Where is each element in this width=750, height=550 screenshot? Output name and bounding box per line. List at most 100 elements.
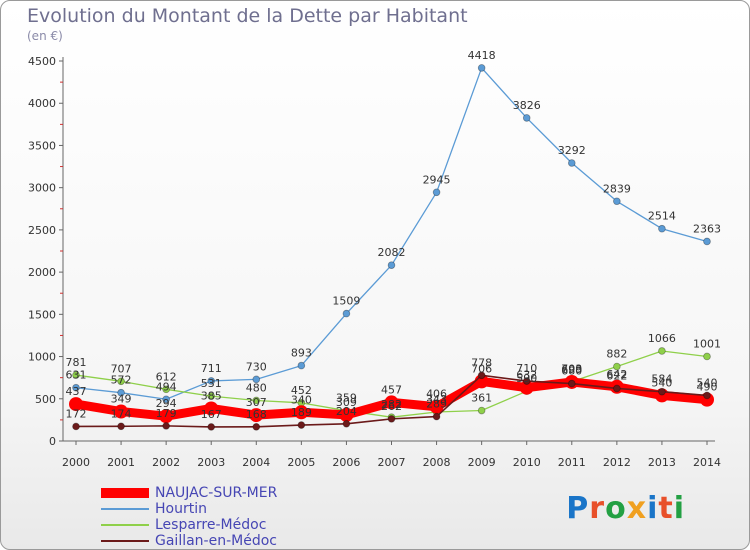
data-point [72, 422, 80, 431]
x-tick-label: 2008 [423, 456, 451, 469]
data-label: 3826 [513, 99, 541, 112]
data-label: 340 [291, 393, 312, 406]
y-tick-label: 0 [49, 435, 56, 448]
data-label: 307 [246, 396, 267, 409]
data-label: 167 [201, 408, 222, 421]
data-point [162, 385, 170, 394]
data-label: 204 [336, 405, 357, 418]
data-label: 1001 [693, 337, 721, 350]
data-label: 572 [111, 374, 132, 387]
data-point [297, 421, 306, 429]
data-label: 437 [66, 385, 87, 398]
data-label: 361 [471, 392, 492, 405]
x-tick-label: 2005 [287, 456, 315, 469]
data-point [162, 395, 170, 404]
x-tick-label: 2006 [332, 456, 360, 469]
data-label: 540 [651, 376, 672, 389]
data-label: 584 [651, 373, 672, 386]
chart-legend: NAUJAC-SUR-MER Hourtin Lesparre-Médoc Gaill… [101, 485, 277, 549]
data-point [72, 371, 80, 379]
data-label: 457 [381, 383, 402, 396]
data-label: 294 [156, 397, 177, 410]
y-tick-label: 3500 [28, 139, 56, 152]
data-point [658, 224, 666, 233]
data-point [703, 352, 711, 361]
data-label: 289 [426, 398, 447, 411]
data-label: 480 [246, 381, 267, 394]
data-point [658, 347, 666, 355]
data-point [117, 388, 125, 397]
data-point [252, 396, 261, 405]
data-label: 309 [336, 396, 357, 409]
data-label: 494 [156, 380, 177, 393]
data-label: 710 [516, 362, 537, 375]
legend-swatch [101, 524, 149, 526]
data-label: 2363 [693, 222, 721, 235]
legend-swatch [101, 540, 149, 542]
data-point [613, 197, 621, 206]
data-label: 2514 [648, 210, 676, 223]
data-label: 4418 [468, 49, 496, 62]
x-tick-label: 2011 [558, 456, 586, 469]
x-tick-label: 2014 [693, 456, 721, 469]
data-point [159, 409, 174, 424]
data-label: 781 [66, 356, 87, 369]
data-label: 2945 [423, 173, 451, 186]
legend-item: Lesparre-Médoc [101, 517, 277, 533]
data-label: 168 [246, 408, 267, 421]
data-point [114, 404, 129, 419]
data-label: 490 [697, 381, 718, 394]
data-label: 262 [381, 400, 402, 413]
data-label: 3292 [558, 144, 586, 157]
data-label: 590 [516, 372, 537, 385]
logo-letter: t [658, 491, 674, 526]
legend-swatch [101, 508, 149, 510]
x-tick-label: 2002 [152, 456, 180, 469]
chart-title: Evolution du Montant de la Dette par Hab… [27, 5, 468, 27]
data-point [703, 237, 711, 246]
data-point [613, 384, 621, 393]
data-point [69, 397, 83, 412]
data-point [342, 419, 351, 428]
logo-letter: i [647, 491, 659, 526]
data-point [384, 395, 399, 410]
data-point [567, 159, 576, 167]
data-point [252, 423, 261, 431]
data-label: 1509 [332, 295, 360, 308]
data-label: 349 [111, 393, 132, 406]
data-label: 385 [201, 389, 222, 402]
data-label: 642 [606, 368, 627, 381]
data-point [207, 377, 216, 385]
data-point [162, 422, 170, 430]
data-label: 174 [111, 407, 132, 420]
y-tick-label: 1000 [28, 351, 56, 364]
x-tick-label: 2009 [468, 456, 496, 469]
data-label: 2839 [603, 182, 631, 195]
data-label: 631 [66, 369, 87, 382]
logo-letter: P [566, 491, 590, 526]
data-point [342, 309, 351, 318]
data-point [204, 401, 219, 416]
legend-item: Gaillan-en-Médoc [101, 533, 277, 549]
data-label: 893 [291, 347, 312, 360]
legend-item: Hourtin [101, 501, 277, 517]
data-point [387, 415, 396, 423]
x-tick-label: 2013 [648, 456, 676, 469]
data-point [429, 399, 444, 414]
data-label: 622 [606, 369, 627, 382]
data-label: 179 [156, 407, 177, 420]
x-tick-label: 2012 [603, 456, 631, 469]
data-point [117, 422, 125, 431]
data-label: 612 [156, 370, 177, 383]
x-tick-label: 2007 [378, 456, 406, 469]
legend-item: NAUJAC-SUR-MER [101, 485, 277, 501]
data-point [117, 377, 125, 386]
legend-label: Gaillan-en-Médoc [155, 533, 277, 549]
legend-swatch [101, 488, 149, 498]
x-tick-label: 2010 [513, 456, 541, 469]
x-tick-label: 2004 [242, 456, 270, 469]
x-tick-label: 2000 [62, 456, 90, 469]
legend-label: Lesparre-Médoc [155, 517, 267, 533]
